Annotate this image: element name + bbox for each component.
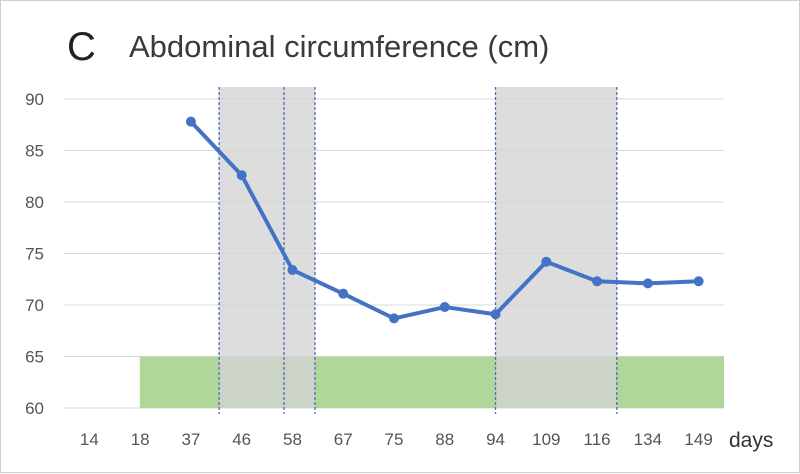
y-tick-label: 90: [25, 90, 44, 109]
data-point: [236, 170, 247, 181]
y-tick-label: 65: [25, 348, 44, 367]
x-tick-label: 58: [283, 430, 302, 449]
y-tick-label: 60: [25, 399, 44, 418]
y-tick-label: 75: [25, 245, 44, 264]
data-point: [541, 256, 552, 267]
chart-title: Abdominal circumference (cm): [129, 29, 550, 64]
data-point: [185, 116, 196, 127]
x-axis-label: days: [729, 429, 773, 452]
x-tick-label: 75: [385, 430, 404, 449]
x-tick-label: 94: [486, 430, 505, 449]
x-tick-label: 67: [334, 430, 353, 449]
x-tick-label: 149: [684, 430, 712, 449]
data-point: [592, 276, 603, 287]
data-point: [287, 264, 298, 275]
data-point: [642, 278, 653, 289]
y-tick-label: 80: [25, 193, 44, 212]
x-tick-label: 46: [232, 430, 251, 449]
x-tick-label: 18: [131, 430, 150, 449]
data-point: [693, 276, 704, 287]
shaded-period-1: [219, 87, 316, 408]
data-point: [439, 302, 450, 313]
panel-letter: C: [67, 25, 96, 69]
x-tick-label: 88: [435, 430, 454, 449]
shaded-period-2: [495, 87, 617, 408]
y-tick-label: 70: [25, 296, 44, 315]
x-tick-label: 134: [634, 430, 662, 449]
y-tick-label: 85: [25, 142, 44, 161]
x-tick-label: 37: [181, 430, 200, 449]
data-point: [490, 309, 501, 320]
x-tick-label: 116: [584, 430, 611, 449]
data-point: [338, 288, 349, 299]
x-tick-label: 14: [80, 430, 99, 449]
data-point: [389, 313, 399, 324]
x-tick-label: 109: [532, 430, 560, 449]
